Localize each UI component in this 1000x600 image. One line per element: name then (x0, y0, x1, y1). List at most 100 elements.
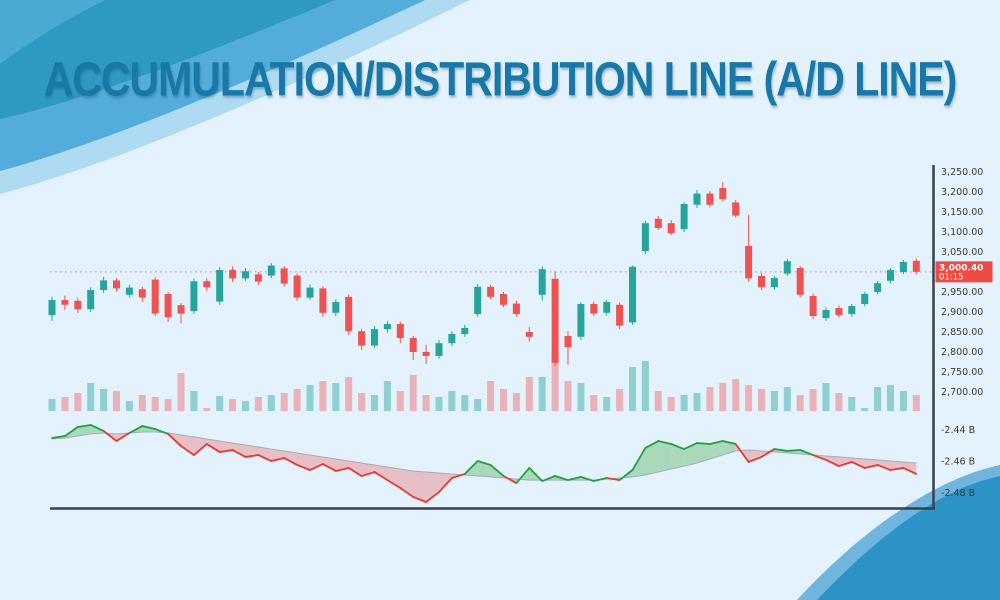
volume-bar (590, 395, 598, 411)
volume-bar (654, 391, 662, 411)
ad-fill-segment (697, 443, 710, 464)
volume-bar (461, 395, 469, 411)
ad-line-segment (631, 447, 647, 471)
ad-line-segment (644, 440, 660, 449)
ad-line-segment (476, 460, 492, 466)
ad-line-segment (128, 425, 144, 434)
ad-line-segment (347, 467, 363, 477)
volume-bar (396, 391, 404, 411)
volume-bar (603, 397, 611, 411)
price-axis-label: 2,800.00 (941, 347, 983, 358)
ad-fill-segment (322, 456, 336, 471)
candle-down (280, 268, 288, 284)
candle-up (461, 328, 469, 334)
volume-bar (345, 377, 353, 411)
volume-bar (319, 381, 327, 411)
ad-line-segment (541, 475, 556, 482)
candle-up (87, 290, 95, 310)
candle-down (500, 294, 507, 305)
volume-bar (125, 401, 133, 411)
price-axis-label: 2,900.00 (941, 307, 983, 318)
ad-line-segment (902, 467, 918, 475)
ad-signal-line (51, 431, 917, 481)
ad-line-segment (218, 449, 234, 453)
volume-bar (641, 361, 649, 411)
candle-up (899, 262, 907, 272)
volume-bar (332, 383, 340, 411)
volume-bar (719, 383, 727, 411)
volume-bar (61, 397, 69, 411)
price-axis-label: 2,700.00 (941, 387, 983, 398)
ad-fill-segment (748, 450, 762, 462)
candle-down (590, 304, 598, 314)
ad-line-segment (386, 479, 402, 489)
candle-down (345, 296, 353, 332)
volume-bar (512, 393, 520, 411)
ad-fill-segment (310, 455, 323, 471)
candle-up (48, 300, 56, 316)
volume-bar (267, 395, 275, 411)
ad-line-segment (270, 457, 286, 462)
price-axis-label: 3,050.00 (941, 247, 983, 258)
ad-line-segment (244, 454, 260, 458)
price-axis-label: 3,100.00 (941, 227, 983, 238)
volume-bar (848, 397, 856, 411)
candle-down (229, 270, 237, 279)
candle-up (770, 278, 778, 288)
ad-line-segment (734, 443, 750, 463)
ad-line-segment (747, 456, 763, 463)
candle-up (680, 204, 688, 230)
candle-up (474, 286, 482, 314)
candle-down (422, 352, 430, 356)
candle-down (616, 304, 624, 326)
candle-down (912, 260, 920, 272)
candle-down (113, 280, 120, 289)
volume-bar (887, 385, 894, 411)
volume-bar (190, 391, 198, 411)
ad-fill-segment (258, 447, 272, 462)
candle-up (848, 306, 856, 314)
ad-line-segment (283, 457, 299, 466)
candle-up (190, 281, 198, 312)
ad-line-segment (876, 464, 892, 471)
candle-down (564, 336, 572, 348)
candle-down (551, 278, 559, 363)
candle-down (138, 289, 146, 298)
ad-axis-label: -2.48 B (941, 488, 975, 499)
volume-bar (229, 399, 237, 411)
ad-fill-segment (658, 441, 672, 473)
volume-bar (164, 399, 172, 411)
ad-line-segment (102, 430, 118, 442)
ad-line-segment (721, 440, 737, 445)
ad-fill-segment (348, 461, 362, 476)
candle-up (629, 266, 636, 323)
ad-line-segment (438, 477, 453, 493)
candle-up (693, 193, 701, 205)
ad-line-segment (709, 440, 724, 445)
ad-fill-segment (413, 470, 427, 502)
volume-bar (758, 389, 765, 411)
ad-line-segment (154, 428, 170, 435)
ad-line-segment (321, 463, 337, 472)
ad-line-segment (554, 475, 569, 481)
ad-fill-segment (387, 467, 401, 488)
volume-bar (861, 408, 869, 411)
ad-line-segment (863, 464, 879, 469)
ad-line-segment (334, 467, 350, 472)
candle-down (745, 246, 753, 279)
ad-line-segment (657, 440, 673, 445)
ad-line-segment (51, 435, 66, 439)
ad-line-segment (257, 454, 273, 462)
candle-up (887, 270, 894, 281)
candle-up (538, 269, 546, 295)
volume-bar (216, 396, 224, 411)
candle-down (796, 268, 804, 295)
volume-bar (177, 373, 185, 411)
candle-up (783, 261, 791, 274)
ad-fill-segment (645, 441, 659, 476)
volume-bar (500, 389, 507, 411)
ad-line-segment (592, 477, 608, 482)
volume-bar (680, 395, 688, 411)
candle-down (203, 281, 211, 288)
